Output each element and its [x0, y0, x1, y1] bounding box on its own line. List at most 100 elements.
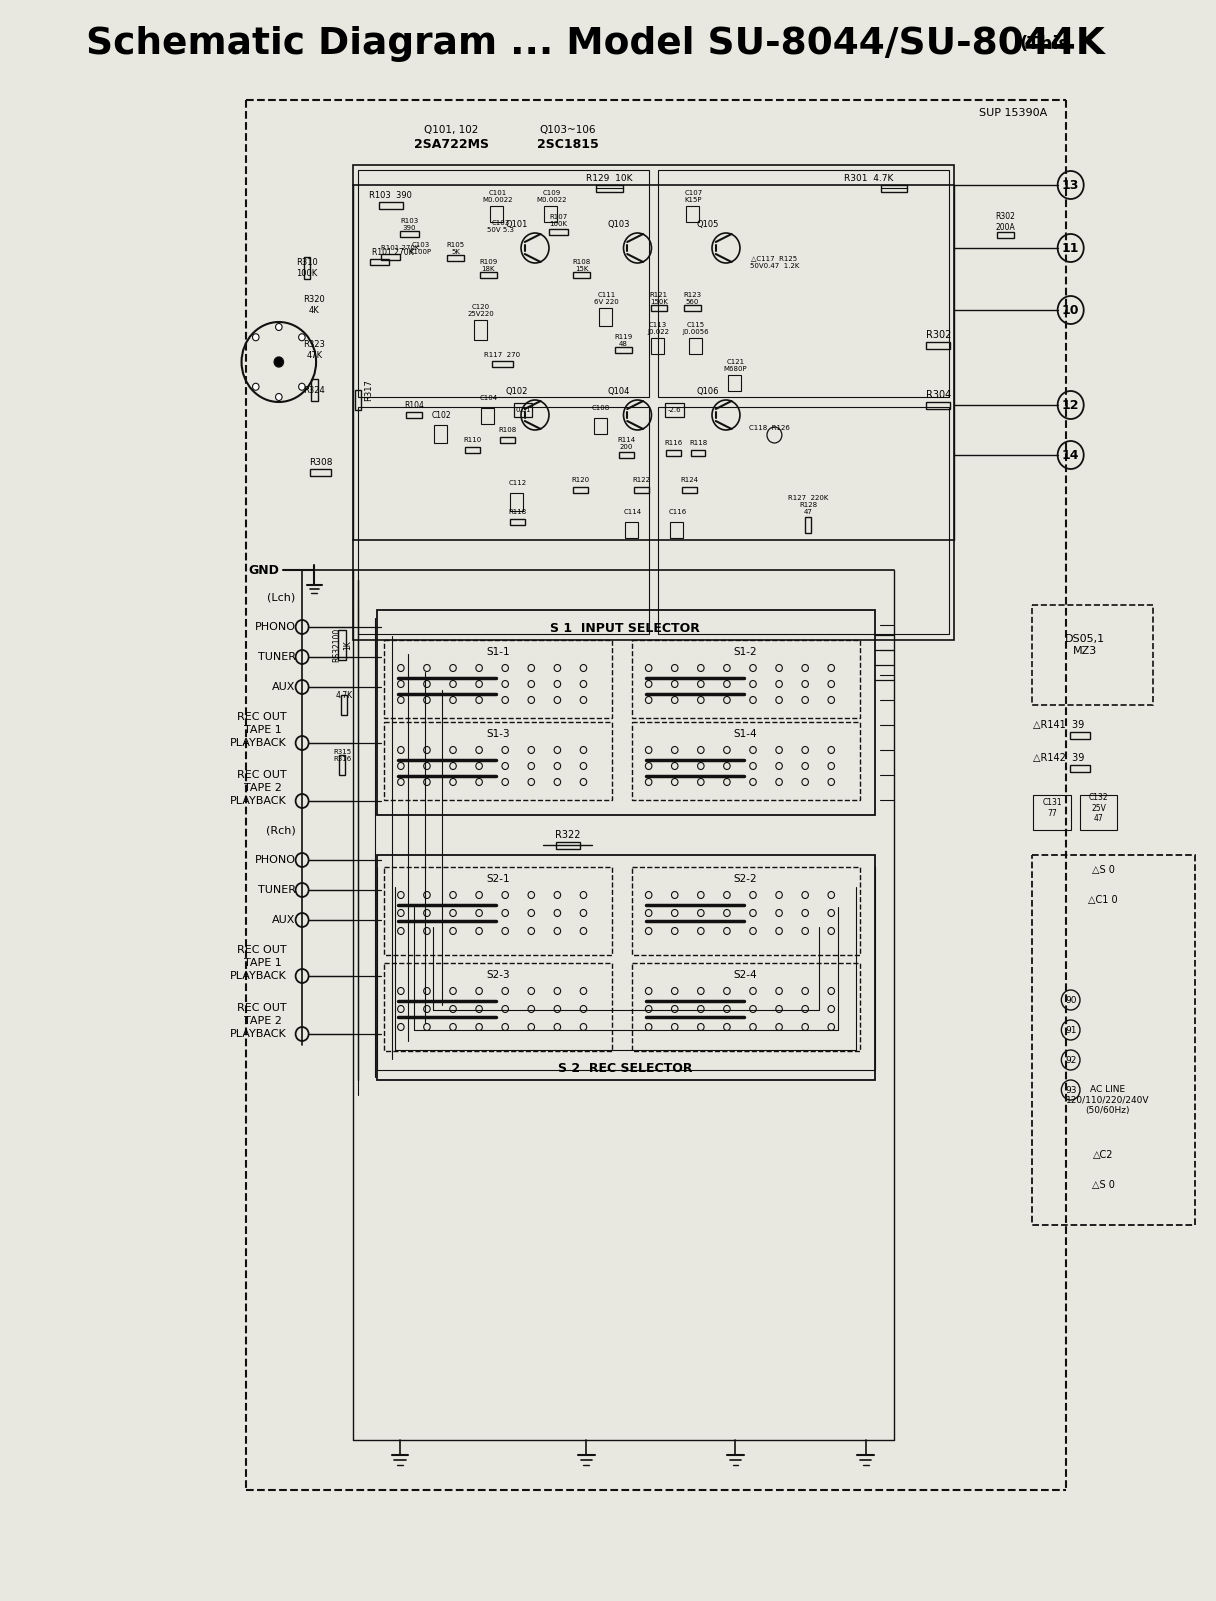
Text: R324: R324: [303, 386, 325, 394]
Bar: [510, 519, 525, 525]
Bar: [682, 487, 697, 493]
Bar: [1070, 732, 1091, 740]
Text: C104: C104: [479, 395, 497, 400]
Circle shape: [276, 394, 282, 400]
Bar: [405, 411, 422, 418]
Bar: [354, 165, 955, 640]
Text: -2.6: -2.6: [668, 407, 681, 413]
Bar: [1031, 855, 1194, 1225]
Text: S1-2: S1-2: [733, 647, 758, 656]
Text: 14: 14: [1062, 448, 1080, 461]
Bar: [378, 202, 402, 210]
Text: SUP 15390A: SUP 15390A: [979, 107, 1047, 118]
Bar: [927, 343, 951, 349]
Text: R310
100K: R310 100K: [295, 258, 317, 277]
Text: S2-4: S2-4: [733, 970, 758, 980]
Text: REC OUT: REC OUT: [237, 770, 286, 780]
Bar: [490, 207, 503, 223]
Text: C121
M680P: C121 M680P: [724, 359, 747, 371]
Text: S1-1: S1-1: [486, 647, 510, 656]
Text: C118  R126: C118 R126: [749, 424, 790, 431]
Text: REC OUT: REC OUT: [237, 945, 286, 956]
Bar: [377, 855, 876, 1081]
Bar: [1034, 796, 1070, 829]
Bar: [619, 451, 634, 458]
Text: △S 0: △S 0: [1092, 865, 1115, 876]
Bar: [342, 695, 347, 716]
Bar: [434, 424, 447, 443]
Text: R304: R304: [925, 391, 951, 400]
Text: 4.7K: 4.7K: [336, 690, 353, 700]
Text: DS05,1
MZ3: DS05,1 MZ3: [1064, 634, 1104, 656]
Circle shape: [253, 383, 259, 391]
Bar: [880, 186, 907, 192]
Text: Q101, 102: Q101, 102: [424, 125, 478, 134]
Text: R120: R120: [572, 477, 590, 484]
Bar: [492, 360, 513, 367]
Text: PHONO: PHONO: [254, 623, 295, 632]
Text: RS32100
1K: RS32100 1K: [332, 628, 351, 663]
Circle shape: [253, 333, 259, 341]
Text: C131
77: C131 77: [1042, 799, 1062, 818]
Bar: [1031, 605, 1153, 704]
Text: REC OUT: REC OUT: [237, 712, 286, 722]
Bar: [370, 259, 389, 266]
Bar: [927, 402, 951, 408]
Text: 12: 12: [1062, 399, 1080, 411]
Text: R117  270: R117 270: [484, 352, 520, 359]
Text: 10: 10: [1062, 304, 1080, 317]
Text: R108
15K: R108 15K: [573, 258, 591, 272]
Text: R123
560: R123 560: [683, 291, 702, 304]
Text: PHONO: PHONO: [254, 855, 295, 865]
Text: R110: R110: [463, 437, 482, 443]
Bar: [615, 347, 632, 352]
Text: (Rch): (Rch): [266, 825, 295, 836]
Text: AUX: AUX: [272, 682, 295, 692]
Text: REC OUT: REC OUT: [237, 1002, 286, 1013]
Text: R124: R124: [681, 477, 699, 484]
Text: R323
47K: R323 47K: [303, 341, 325, 360]
Bar: [685, 306, 700, 311]
Bar: [545, 207, 557, 223]
Text: GND: GND: [248, 564, 278, 576]
Text: C111
6V 220: C111 6V 220: [595, 291, 619, 304]
Text: C107
K15P: C107 K15P: [685, 189, 703, 202]
Bar: [688, 338, 702, 354]
Bar: [1080, 796, 1118, 829]
Text: R119
48: R119 48: [614, 333, 632, 346]
Text: R108: R108: [497, 427, 516, 432]
Text: R114
200: R114 200: [618, 437, 636, 450]
Text: 93: 93: [1065, 1085, 1076, 1095]
Text: (This: (This: [1019, 35, 1070, 53]
Bar: [686, 207, 699, 223]
Text: R118: R118: [508, 509, 527, 516]
Text: 91: 91: [1065, 1026, 1076, 1034]
Text: PLAYBACK: PLAYBACK: [230, 1029, 286, 1039]
Text: R103  390: R103 390: [370, 191, 412, 200]
Text: TUNER: TUNER: [258, 652, 295, 661]
Text: C116: C116: [669, 509, 687, 516]
Text: 0.51: 0.51: [516, 407, 530, 413]
Text: R116: R116: [665, 440, 683, 447]
Text: Q105: Q105: [697, 219, 719, 229]
Text: S2-2: S2-2: [733, 874, 758, 884]
Text: △R142  39: △R142 39: [1034, 752, 1085, 764]
Text: AUX: AUX: [272, 916, 295, 925]
Text: C109
M0.0022: C109 M0.0022: [536, 189, 567, 202]
Bar: [473, 320, 486, 339]
Text: TAPE 1: TAPE 1: [244, 725, 282, 735]
Bar: [666, 450, 681, 456]
Text: C102: C102: [432, 410, 451, 419]
Bar: [1070, 765, 1091, 772]
Bar: [632, 722, 860, 800]
Text: R109
18K: R109 18K: [479, 258, 497, 272]
Text: 2SC1815: 2SC1815: [536, 138, 598, 150]
Bar: [599, 307, 613, 327]
Text: R315
R316: R315 R316: [333, 749, 351, 762]
Bar: [382, 255, 400, 259]
Bar: [384, 722, 613, 800]
Text: TAPE 2: TAPE 2: [243, 1017, 282, 1026]
Bar: [384, 640, 613, 717]
Bar: [573, 272, 590, 279]
Circle shape: [299, 333, 305, 341]
